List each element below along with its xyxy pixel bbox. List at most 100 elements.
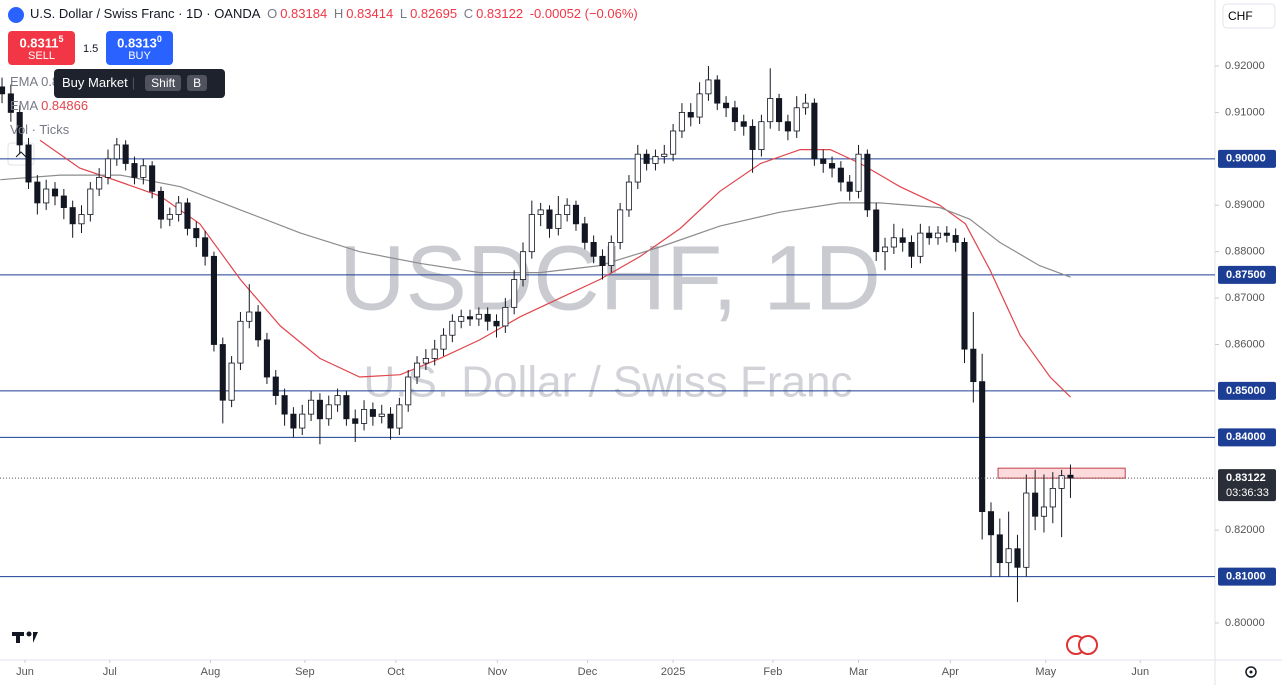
- candle: [873, 202, 880, 261]
- candle-body: [413, 362, 421, 378]
- candle-body: [572, 204, 580, 225]
- candle-body: [166, 214, 173, 220]
- candle-body: [96, 177, 103, 190]
- spread: 1.5: [83, 43, 99, 55]
- sell-button[interactable]: 0.83115 SELL: [8, 31, 75, 65]
- candle-body: [828, 163, 836, 169]
- candle-body: [696, 93, 703, 118]
- candle: [837, 161, 844, 192]
- candle: [899, 228, 906, 252]
- candle-body: [325, 404, 332, 420]
- buy-label[interactable]: BUY: [128, 50, 151, 63]
- candle-body: [970, 348, 977, 383]
- candle-body: [422, 358, 429, 364]
- candle-body: [131, 163, 138, 178]
- candle-body: [281, 395, 288, 415]
- candle-body: [811, 102, 818, 160]
- candle-body: [334, 395, 341, 406]
- candle-body: [175, 202, 182, 215]
- candle: [475, 307, 482, 326]
- candle-body: [996, 534, 1003, 564]
- tooltip: Buy Market | Shift B: [54, 69, 225, 98]
- candle: [1040, 474, 1048, 533]
- candle-body: [793, 107, 800, 132]
- candle-body: [776, 98, 783, 123]
- candle: [263, 332, 270, 384]
- candle: [369, 402, 376, 426]
- change: -0.00052 (−0.06%): [529, 6, 638, 21]
- candle: [740, 114, 747, 136]
- candle: [723, 96, 730, 118]
- candle-body: [767, 98, 774, 123]
- symbol-icon: [8, 7, 24, 23]
- currency-button[interactable]: [1222, 3, 1276, 29]
- high-label: H: [333, 6, 344, 21]
- candle: [272, 370, 279, 405]
- candle: [131, 156, 138, 185]
- candle-body: [987, 511, 995, 536]
- candle: [846, 175, 853, 201]
- candle: [590, 235, 597, 264]
- candle: [316, 393, 323, 445]
- candle-body: [122, 144, 129, 164]
- candle: [617, 202, 624, 250]
- tooltip-text: Buy Market: [62, 75, 128, 90]
- candle-body: [590, 241, 597, 257]
- buy-button[interactable]: 0.83130 BUY: [106, 31, 173, 65]
- candle: [687, 103, 694, 127]
- symbol[interactable]: U.S. Dollar / Swiss Franc · 1D · OANDA: [30, 6, 261, 21]
- candle-body: [864, 153, 871, 211]
- candle-body: [758, 121, 765, 150]
- sell-price-sup[interactable]: 5: [58, 34, 64, 44]
- candle: [564, 198, 571, 222]
- candle-body: [25, 144, 32, 183]
- candle-body: [484, 313, 491, 322]
- buy-price-sup[interactable]: 0: [156, 34, 162, 44]
- candle: [784, 114, 791, 141]
- candle: [828, 156, 836, 178]
- candle: [943, 226, 950, 243]
- y-tick-label: 0.92000: [1225, 60, 1265, 72]
- sell-label[interactable]: SELL: [28, 50, 55, 63]
- buy-price[interactable]: 0.8313: [117, 35, 157, 51]
- low-label: L: [399, 6, 408, 21]
- y-tick-label: 0.80000: [1225, 617, 1265, 629]
- candle-body: [34, 181, 41, 204]
- candle-body: [1049, 487, 1056, 508]
- candle: [776, 93, 783, 131]
- candle-body: [546, 209, 553, 229]
- candle-body: [157, 190, 165, 220]
- candle: [599, 249, 606, 280]
- level-label: 0.84000: [1226, 431, 1266, 443]
- candle: [387, 407, 394, 440]
- candle-body: [237, 320, 244, 364]
- last-price-label: 0.83122: [1226, 472, 1266, 484]
- candle: [926, 226, 933, 245]
- candle: [714, 75, 721, 111]
- candle-body: [608, 241, 615, 266]
- candle: [749, 119, 756, 173]
- candle-body: [149, 165, 156, 192]
- indicator-value: 0.84866: [41, 98, 89, 113]
- x-tick-label: Sep: [295, 666, 315, 678]
- sell-price[interactable]: 0.8311: [19, 35, 59, 51]
- indicator-name: EMA: [10, 74, 38, 89]
- candle: [361, 400, 368, 431]
- candle: [758, 114, 765, 157]
- high-value: 0.83414: [346, 6, 394, 21]
- candle: [581, 216, 588, 250]
- candle-body: [661, 153, 668, 157]
- candle: [308, 390, 315, 422]
- settings-icon[interactable]: [1245, 666, 1257, 678]
- candle-body: [617, 209, 624, 243]
- candle: [166, 207, 173, 227]
- candle: [1014, 534, 1021, 603]
- candle: [493, 314, 500, 338]
- candle-body: [396, 404, 403, 429]
- candle: [78, 205, 85, 234]
- candle-body: [184, 202, 191, 229]
- candle-body: [564, 204, 571, 215]
- candle: [970, 312, 977, 403]
- candle-body: [202, 237, 209, 257]
- currency[interactable]: CHF: [1228, 9, 1253, 23]
